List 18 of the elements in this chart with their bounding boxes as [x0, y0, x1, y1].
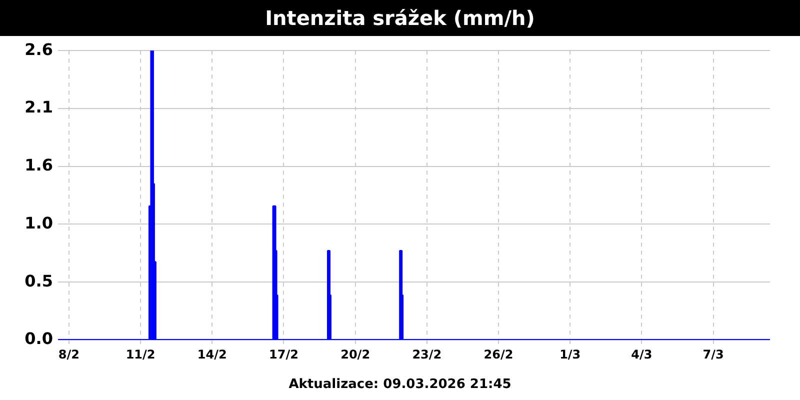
y-tick-label: 0.0: [24, 329, 53, 348]
x-tick-label: 14/2: [197, 347, 227, 362]
chart-title: Intenzita srážek (mm/h): [0, 0, 800, 36]
x-tick-label: 17/2: [269, 347, 298, 362]
y-tick-label: 2.6: [24, 40, 53, 59]
y-tick-label: 2.1: [24, 98, 53, 117]
y-tick-label: 0.5: [24, 271, 53, 290]
x-tick-label: 8/2: [58, 347, 80, 362]
x-tick-label: 7/3: [702, 347, 724, 362]
x-tick-label: 20/2: [340, 347, 370, 362]
x-tick-label: 4/3: [631, 347, 652, 362]
x-tick-label: 26/2: [484, 347, 514, 362]
y-tick-label: 1.0: [24, 213, 53, 232]
x-tick-label: 23/2: [412, 347, 442, 362]
x-tick-label: 11/2: [126, 347, 156, 362]
y-tick-label: 1.6: [24, 156, 53, 175]
x-tick-label: 1/3: [560, 347, 581, 362]
text: Aktualizace: 09.03.2026 21:45: [288, 377, 512, 393]
